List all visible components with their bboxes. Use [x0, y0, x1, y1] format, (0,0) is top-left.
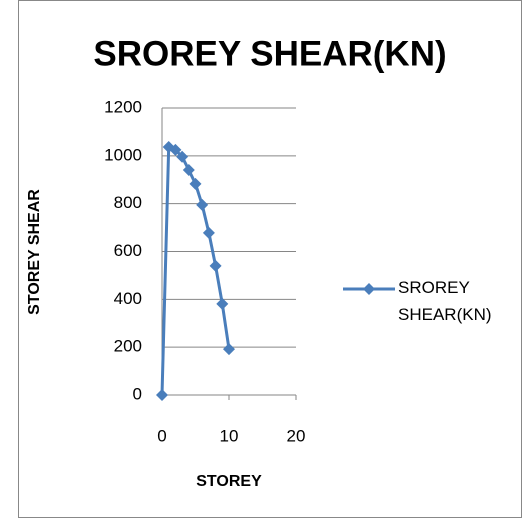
x-axis-title: STOREY — [196, 473, 262, 490]
marker — [169, 143, 182, 156]
y-tick-label: 0 — [133, 384, 142, 403]
marker — [202, 226, 215, 239]
marker — [156, 389, 168, 401]
marker — [189, 177, 202, 190]
x-tick-label: 0 — [157, 426, 166, 445]
chart-border — [18, 0, 522, 518]
marker — [196, 198, 209, 211]
y-tick-label: 400 — [114, 289, 142, 308]
legend-label: SROREY SHEAR(KN) — [398, 278, 492, 324]
marker — [209, 259, 222, 272]
x-tick-label: 10 — [220, 426, 239, 445]
marker — [223, 343, 235, 356]
y-tick-label: 1000 — [104, 145, 142, 164]
y-tick-label: 200 — [114, 337, 142, 356]
legend-marker — [363, 283, 375, 295]
marker — [182, 163, 195, 176]
y-axis-title: STOREY SHEAR — [26, 189, 43, 315]
marker — [216, 297, 229, 310]
x-tick-label: 20 — [287, 426, 306, 445]
chart-title: SROREY SHEAR(KN) — [93, 34, 446, 73]
marker — [176, 150, 189, 163]
y-tick-label: 800 — [114, 193, 142, 212]
y-tick-label: 1200 — [104, 97, 142, 116]
y-tick-label: 600 — [114, 241, 142, 260]
